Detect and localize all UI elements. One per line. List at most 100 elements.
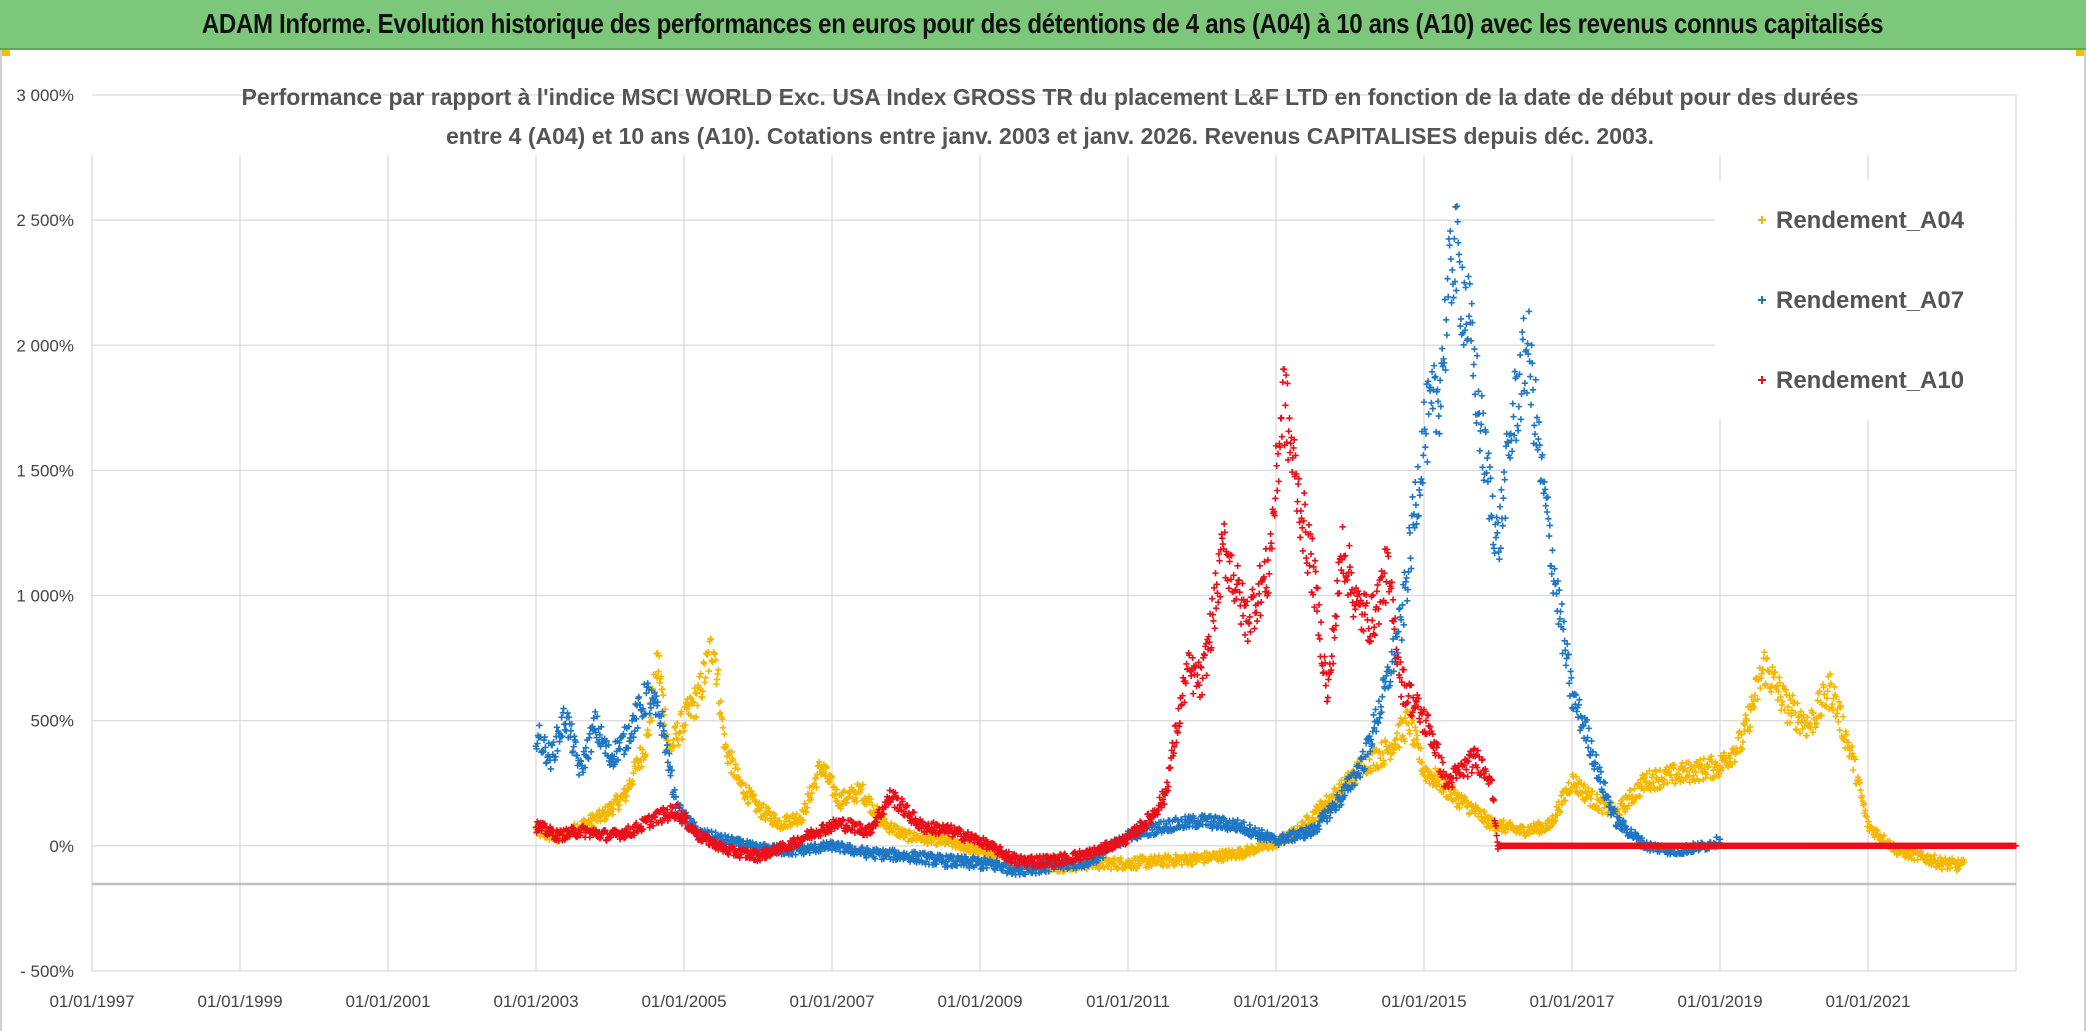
- marker-Rendement_A07: [635, 693, 643, 701]
- marker-Rendement_A07: [1420, 398, 1428, 406]
- marker-Rendement_A07: [1489, 492, 1496, 500]
- marker-Rendement_A04: [1430, 779, 1438, 786]
- marker-Rendement_A10: [1188, 672, 1195, 680]
- marker-Rendement_A04: [625, 786, 633, 793]
- y-tick-label: 2 000%: [16, 336, 74, 355]
- marker-Rendement_A04: [1857, 787, 1864, 794]
- marker-Rendement_A07: [1425, 410, 1432, 418]
- marker-Rendement_A04: [1101, 864, 1108, 871]
- marker-Rendement_A04: [674, 719, 681, 727]
- marker-Rendement_A04: [840, 787, 848, 794]
- marker-Rendement_A07: [1484, 454, 1491, 462]
- marker-Rendement_A04: [1839, 713, 1847, 721]
- marker-Rendement_A04: [1414, 732, 1421, 739]
- marker-Rendement_A07: [1471, 345, 1478, 353]
- marker-Rendement_A07: [567, 727, 575, 735]
- marker-Rendement_A04: [745, 799, 752, 806]
- marker-Rendement_A04: [1368, 767, 1375, 775]
- marker-Rendement_A10: [1211, 625, 1218, 632]
- marker-Rendement_A04: [648, 717, 655, 724]
- chart-title-line-2: entre 4 (A04) et 10 ans (A10). Cotations…: [446, 123, 1654, 149]
- marker-Rendement_A07: [1544, 493, 1551, 501]
- marker-Rendement_A07: [1444, 275, 1451, 282]
- marker-Rendement_A04: [1323, 792, 1330, 800]
- marker-Rendement_A04: [1172, 851, 1179, 858]
- marker-Rendement_A04: [610, 805, 617, 813]
- marker-Rendement_A07: [560, 705, 567, 712]
- marker-Rendement_A07: [1479, 464, 1486, 471]
- marker-Rendement_A04: [1165, 852, 1172, 859]
- marker-Rendement_A04: [702, 674, 709, 682]
- marker-Rendement_A07: [1428, 368, 1436, 376]
- marker-Rendement_A04: [1761, 648, 1768, 656]
- marker-Rendement_A04: [1422, 777, 1430, 785]
- marker-Rendement_A07: [1499, 522, 1506, 529]
- marker-Rendement_A04: [697, 670, 705, 677]
- marker-Rendement_A07: [1443, 316, 1450, 324]
- marker-Rendement_A07: [586, 730, 594, 738]
- marker-Rendement_A04: [1381, 761, 1388, 768]
- marker-Rendement_A07: [1508, 448, 1516, 455]
- marker-Rendement_A10: [1214, 599, 1222, 606]
- marker-Rendement_A07: [1460, 341, 1467, 349]
- marker-Rendement_A04: [803, 804, 811, 811]
- marker-Rendement_A07: [1469, 372, 1477, 379]
- marker-Rendement_A07: [1501, 476, 1508, 483]
- x-tick-label: 01/01/2009: [937, 992, 1022, 1011]
- marker-Rendement_A04: [699, 688, 707, 695]
- marker-Rendement_A07: [564, 709, 571, 717]
- marker-Rendement_A07: [1562, 662, 1570, 669]
- marker-Rendement_A04: [690, 699, 697, 706]
- marker-Rendement_A04: [1401, 738, 1408, 745]
- marker-Rendement_A04: [920, 839, 928, 846]
- marker-Rendement_A07: [1515, 403, 1523, 410]
- marker-Rendement_A07: [1558, 600, 1566, 608]
- report-banner: ADAM Informe. Evolution historique des p…: [0, 0, 2086, 50]
- marker-Rendement_A07: [1449, 266, 1456, 274]
- marker-Rendement_A07: [1429, 405, 1436, 412]
- marker-Rendement_A07: [1430, 362, 1438, 369]
- marker-Rendement_A04: [1412, 727, 1420, 734]
- marker-Rendement_A07: [1546, 522, 1553, 529]
- marker-Rendement_A07: [1451, 235, 1458, 242]
- marker-Rendement_A07: [1403, 574, 1410, 582]
- marker-Rendement_A10: [1212, 605, 1220, 612]
- marker-Rendement_A04: [826, 778, 834, 785]
- marker-Rendement_A04: [1336, 780, 1343, 788]
- series-layer: [532, 203, 2019, 878]
- marker-Rendement_A07: [1527, 401, 1535, 408]
- x-tick-label: 01/01/2003: [493, 992, 578, 1011]
- marker-Rendement_A10: [1239, 612, 1247, 619]
- x-tick-label: 01/01/2015: [1381, 992, 1466, 1011]
- marker-Rendement_A04: [811, 780, 818, 787]
- marker-Rendement_A04: [1418, 759, 1426, 767]
- y-tick-label: 500%: [31, 712, 74, 731]
- marker-Rendement_A07: [1500, 468, 1508, 476]
- x-tick-label: 01/01/2013: [1233, 992, 1318, 1011]
- marker-Rendement_A07: [1435, 412, 1442, 420]
- marker-Rendement_A04: [719, 724, 727, 731]
- marker-Rendement_A04: [793, 810, 800, 818]
- marker-Rendement_A04: [1481, 808, 1488, 815]
- marker-Rendement_A04: [728, 748, 735, 756]
- marker-Rendement_A04: [1377, 755, 1384, 762]
- marker-Rendement_A07: [1492, 534, 1500, 541]
- marker-Rendement_A04: [816, 758, 823, 766]
- marker-Rendement_A04: [705, 648, 712, 656]
- marker-Rendement_A04: [762, 816, 769, 824]
- marker-Rendement_A07: [1457, 315, 1465, 323]
- marker-Rendement_A07: [587, 748, 595, 756]
- marker-Rendement_A04: [1426, 780, 1433, 787]
- marker-Rendement_A04: [867, 795, 875, 803]
- marker-Rendement_A07: [1453, 287, 1460, 294]
- marker-Rendement_A04: [675, 741, 682, 749]
- marker-Rendement_A04: [901, 834, 908, 841]
- marker-Rendement_A04: [629, 780, 637, 788]
- marker-Rendement_A04: [832, 790, 839, 797]
- marker-Rendement_A10: [1234, 562, 1241, 570]
- marker-Rendement_A07: [1517, 416, 1525, 423]
- marker-Rendement_A04: [1406, 730, 1414, 737]
- marker-Rendement_A07: [1476, 447, 1484, 455]
- marker-Rendement_A04: [707, 635, 715, 643]
